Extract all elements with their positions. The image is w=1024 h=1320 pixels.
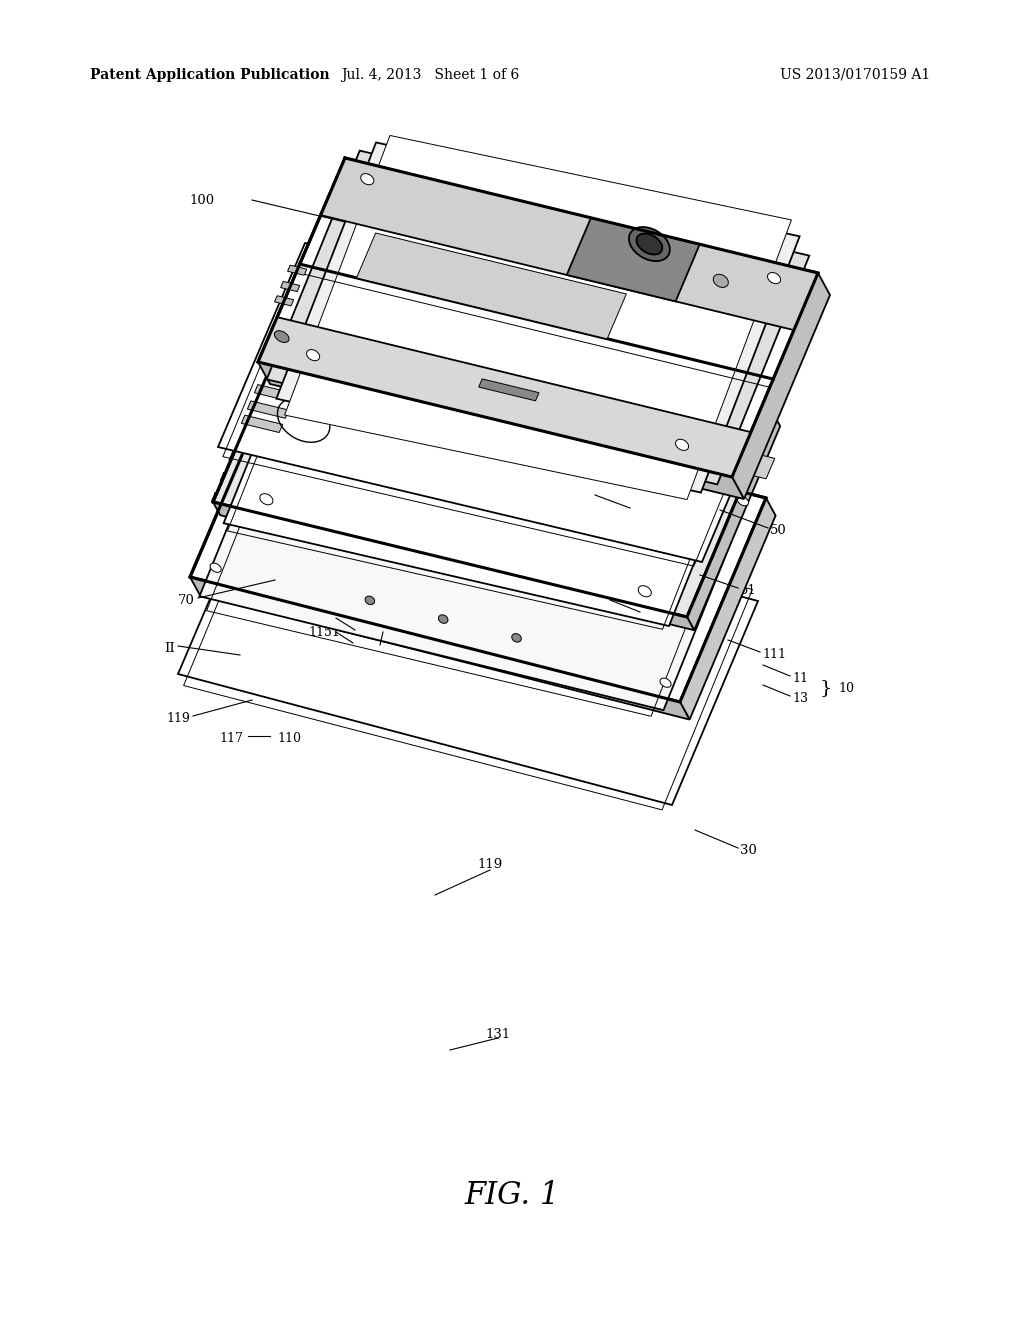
Text: 111: 111 bbox=[762, 648, 786, 660]
Ellipse shape bbox=[337, 314, 349, 325]
Polygon shape bbox=[258, 158, 818, 477]
Polygon shape bbox=[223, 289, 762, 626]
Ellipse shape bbox=[292, 360, 303, 370]
Polygon shape bbox=[288, 265, 307, 276]
Polygon shape bbox=[732, 273, 830, 499]
Polygon shape bbox=[687, 413, 780, 630]
Polygon shape bbox=[266, 150, 809, 484]
Polygon shape bbox=[218, 243, 788, 562]
Text: 73: 73 bbox=[632, 503, 649, 516]
Polygon shape bbox=[274, 296, 294, 306]
Ellipse shape bbox=[659, 678, 671, 688]
Text: II: II bbox=[164, 642, 175, 655]
Ellipse shape bbox=[288, 381, 299, 391]
Text: 100: 100 bbox=[189, 194, 215, 206]
Text: 10: 10 bbox=[838, 681, 854, 694]
Polygon shape bbox=[242, 416, 283, 433]
Ellipse shape bbox=[260, 494, 273, 504]
Text: 131: 131 bbox=[485, 1028, 511, 1041]
Ellipse shape bbox=[306, 350, 319, 360]
Polygon shape bbox=[478, 379, 539, 401]
Text: 110: 110 bbox=[278, 731, 301, 744]
Polygon shape bbox=[190, 577, 689, 719]
Ellipse shape bbox=[638, 586, 651, 597]
Polygon shape bbox=[748, 454, 775, 479]
Text: Jul. 4, 2013   Sheet 1 of 6: Jul. 4, 2013 Sheet 1 of 6 bbox=[341, 69, 519, 82]
Polygon shape bbox=[258, 362, 744, 499]
Ellipse shape bbox=[715, 407, 728, 417]
Polygon shape bbox=[258, 317, 751, 477]
Ellipse shape bbox=[737, 496, 749, 506]
Text: 119: 119 bbox=[166, 711, 190, 725]
Polygon shape bbox=[680, 498, 775, 719]
Text: 113: 113 bbox=[642, 622, 666, 635]
Ellipse shape bbox=[714, 275, 728, 288]
Polygon shape bbox=[248, 401, 289, 418]
Polygon shape bbox=[254, 384, 296, 401]
Text: 70: 70 bbox=[178, 594, 195, 606]
Polygon shape bbox=[321, 158, 818, 330]
Ellipse shape bbox=[512, 634, 521, 642]
Ellipse shape bbox=[629, 227, 670, 261]
Polygon shape bbox=[190, 374, 766, 702]
Text: 13: 13 bbox=[792, 692, 808, 705]
Polygon shape bbox=[200, 364, 757, 710]
Ellipse shape bbox=[676, 440, 688, 450]
Text: 51: 51 bbox=[740, 583, 757, 597]
Polygon shape bbox=[566, 218, 699, 301]
Text: 1131: 1131 bbox=[642, 607, 674, 620]
Ellipse shape bbox=[637, 234, 663, 255]
Ellipse shape bbox=[274, 331, 289, 342]
Polygon shape bbox=[281, 281, 300, 292]
Polygon shape bbox=[285, 136, 792, 499]
Ellipse shape bbox=[360, 174, 374, 185]
Polygon shape bbox=[281, 355, 314, 375]
Polygon shape bbox=[356, 234, 627, 339]
Text: Patent Application Publication: Patent Application Publication bbox=[90, 69, 330, 82]
Text: 11: 11 bbox=[792, 672, 808, 685]
Text: US 2013/0170159 A1: US 2013/0170159 A1 bbox=[780, 69, 930, 82]
Ellipse shape bbox=[210, 564, 221, 573]
Polygon shape bbox=[213, 502, 694, 630]
Polygon shape bbox=[213, 298, 773, 616]
Ellipse shape bbox=[768, 272, 780, 284]
Text: 119: 119 bbox=[477, 858, 503, 871]
Text: 30: 30 bbox=[740, 843, 757, 857]
Text: 1153: 1153 bbox=[308, 611, 340, 624]
Text: 117: 117 bbox=[219, 731, 243, 744]
Text: 50: 50 bbox=[770, 524, 786, 536]
Text: 115: 115 bbox=[385, 627, 409, 640]
Polygon shape bbox=[276, 143, 800, 492]
Text: FIG. 1: FIG. 1 bbox=[464, 1180, 560, 1210]
Text: 1151: 1151 bbox=[308, 626, 340, 639]
Text: }: } bbox=[820, 678, 833, 697]
Ellipse shape bbox=[366, 597, 375, 605]
Ellipse shape bbox=[438, 615, 447, 623]
Polygon shape bbox=[178, 470, 758, 805]
